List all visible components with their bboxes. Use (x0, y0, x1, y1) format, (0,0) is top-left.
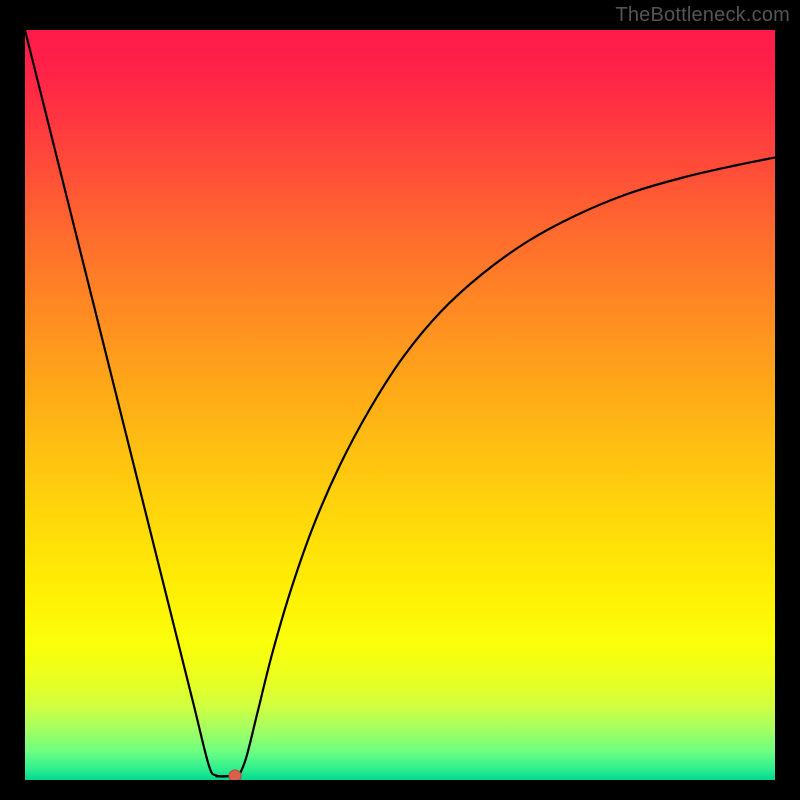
curve-left-branch (25, 30, 228, 777)
frame-right (775, 0, 800, 800)
optimum-marker (229, 769, 242, 780)
frame-bottom (0, 780, 800, 800)
bottleneck-curve-svg (25, 30, 775, 780)
frame-left (0, 0, 25, 800)
watermark-text: TheBottleneck.com (615, 4, 790, 27)
curve-right-branch (239, 158, 775, 777)
plot-area (25, 30, 775, 780)
